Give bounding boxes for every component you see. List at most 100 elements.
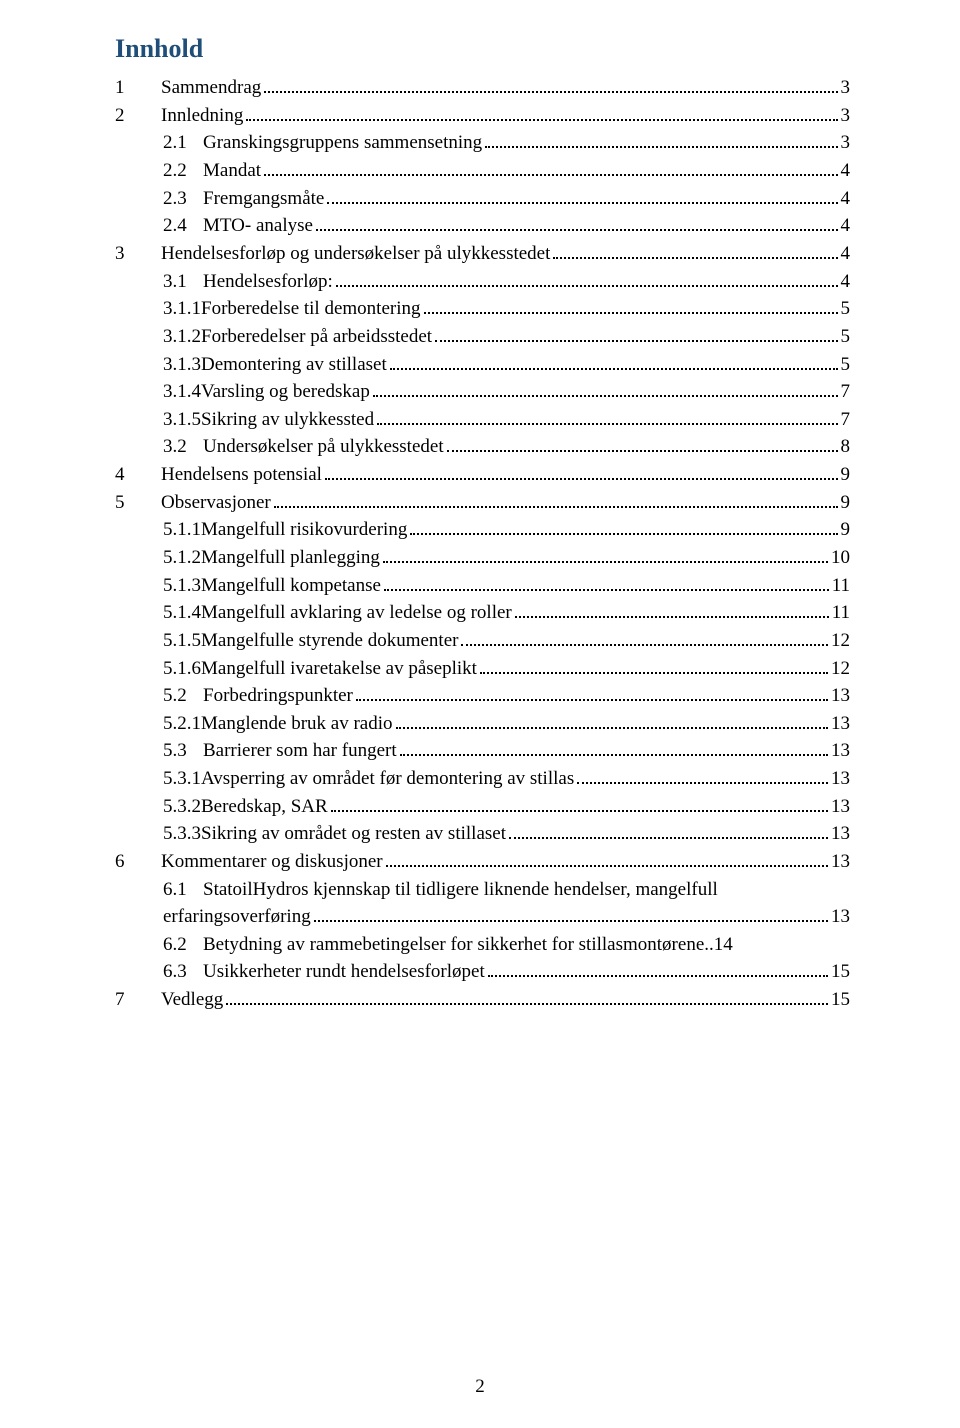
toc-entry-number: 5.3.2 <box>163 793 201 821</box>
toc-leader-dots <box>480 654 828 673</box>
toc-entry-page: 13 <box>831 793 850 821</box>
toc-entry-page: 13 <box>831 737 850 765</box>
toc-entry: 3.2Undersøkelser på ulykkesstedet8 <box>115 433 850 461</box>
toc-entry: 3.1.3 Demontering av stillaset5 <box>115 350 850 378</box>
toc-entry-number: 2.3 <box>163 185 203 213</box>
toc-entry-label: Usikkerheter rundt hendelsesforløpet <box>203 958 485 986</box>
toc-entry: 3Hendelsesforløp og undersøkelser på uly… <box>115 240 850 268</box>
toc-leader-dots <box>336 267 838 286</box>
toc-entry-label: Forberedelse til demontering <box>201 295 421 323</box>
toc-entry-number: 3.1.3 <box>163 351 201 379</box>
toc-entry: 5.1.3 Mangelfull kompetanse11 <box>115 572 850 600</box>
toc-entry: 3.1Hendelsesforløp:4 <box>115 267 850 295</box>
toc-entry-number: 6.1 <box>163 876 203 904</box>
toc-entry-number: 5.1.4 <box>163 599 201 627</box>
toc-entry-page: 4 <box>841 268 851 296</box>
toc-entry: 1Sammendrag3 <box>115 74 850 102</box>
toc-entry: 5.1.6 Mangelfull ivaretakelse av påsepli… <box>115 654 850 682</box>
toc-entry-number: 5.2 <box>163 682 203 710</box>
toc-entry-label: Hendelsesforløp og undersøkelser på ulyk… <box>161 240 550 268</box>
toc-leader-dots <box>577 765 828 784</box>
toc-entry-page: 5 <box>841 351 851 379</box>
toc-leader-dots <box>515 599 829 618</box>
toc-entry-label: Hendelsens potensial <box>161 461 322 489</box>
toc-entry-page: 4 <box>841 157 851 185</box>
toc-entry-page: 4 <box>841 212 851 240</box>
toc-leader-dots <box>447 433 838 452</box>
toc-leader-dots <box>383 544 828 563</box>
toc-entry-page: 15 <box>831 958 850 986</box>
toc-entry-label: Varsling og beredskap <box>201 378 370 406</box>
toc-leader-dots <box>488 958 828 977</box>
toc-entry-label: Observasjoner <box>161 489 271 517</box>
toc-entry-number: 2.2 <box>163 157 203 185</box>
toc-entry: 5.1.1 Mangelfull risikovurdering9 <box>115 516 850 544</box>
toc-entry: 6.3Usikkerheter rundt hendelsesforløpet 1… <box>115 958 850 986</box>
toc-entry-number: 3.1.4 <box>163 378 201 406</box>
toc-entry: 5.2Forbedringspunkter13 <box>115 682 850 710</box>
toc-leader-dots <box>246 102 837 121</box>
toc-entry: 2.2Mandat 4 <box>115 157 850 185</box>
toc-entry-number: 6 <box>115 848 161 876</box>
toc-entry-number: 5.1.1 <box>163 516 201 544</box>
toc-entry: 6Kommentarer og diskusjoner13 <box>115 848 850 876</box>
toc-entry-number: 6.3 <box>163 958 203 986</box>
toc-leader-dots <box>264 157 837 176</box>
toc-entry-number: 5.1.6 <box>163 655 201 683</box>
toc-entry-label: MTO- analyse <box>203 212 313 240</box>
toc-entry-number: 1 <box>115 74 161 102</box>
table-of-contents: 1Sammendrag32Innledning32.1Granskingsgru… <box>115 74 850 1014</box>
toc-leader-dots <box>509 820 828 839</box>
toc-entry-page: 4 <box>841 185 851 213</box>
toc-entry-page: 12 <box>831 627 850 655</box>
toc-entry: 2Innledning3 <box>115 102 850 130</box>
toc-entry: 5Observasjoner9 <box>115 489 850 517</box>
toc-entry-label: Mangelfulle styrende dokumenter <box>201 627 458 655</box>
toc-entry-page: 13 <box>831 765 850 793</box>
toc-entry-label: Avsperring av området før demontering av… <box>201 765 574 793</box>
toc-entry-label: Forberedelser på arbeidsstedet <box>201 323 432 351</box>
toc-entry-number: 2 <box>115 102 161 130</box>
toc-entry: 5.1.2 Mangelfull planlegging10 <box>115 544 850 572</box>
toc-entry-label: Mandat <box>203 157 261 185</box>
toc-leader-dots <box>461 627 828 646</box>
toc-leader-dots <box>435 323 837 342</box>
toc-leader-dots <box>377 406 837 425</box>
toc-entry-label: Barrierer som har fungert <box>203 737 397 765</box>
toc-entry-page: 5 <box>841 323 851 351</box>
toc-leader-dots <box>373 378 838 397</box>
toc-entry-label: Betydning av rammebetingelser for sikker… <box>203 931 704 959</box>
toc-entry-label: Manglende bruk av radio <box>201 710 393 738</box>
toc-entry-label: Kommentarer og diskusjoner <box>161 848 383 876</box>
toc-leader-dots <box>485 129 837 148</box>
toc-entry: 5.2.1 Manglende bruk av radio13 <box>115 710 850 738</box>
toc-entry-label: Mangelfull planlegging <box>201 544 380 572</box>
toc-entry: 2.4MTO- analyse 4 <box>115 212 850 240</box>
toc-entry-page: 11 <box>832 572 850 600</box>
toc-entry-number: 3.1.2 <box>163 323 201 351</box>
toc-entry-label: Forbedringspunkter <box>203 682 353 710</box>
toc-entry-number: 5.2.1 <box>163 710 201 738</box>
toc-entry: 5.3.1 Avsperring av området før demonter… <box>115 765 850 793</box>
toc-entry-number: 2.4 <box>163 212 203 240</box>
toc-entry-label: Mangelfull risikovurdering <box>201 516 407 544</box>
toc-entry-page: 3 <box>841 102 851 130</box>
toc-leader-dots <box>325 461 838 480</box>
toc-title: Innhold <box>115 34 850 64</box>
toc-entry-page: 9 <box>841 461 851 489</box>
toc-entry-page: 7 <box>841 378 851 406</box>
toc-entry-page: 14 <box>714 931 733 959</box>
toc-entry-label: StatoilHydros kjennskap til tidligere li… <box>203 876 718 904</box>
toc-entry-label: Sikring av ulykkessted <box>201 406 374 434</box>
toc-leader-dots <box>390 350 838 369</box>
toc-entry: 3.1.1 Forberedelse til demontering5 <box>115 295 850 323</box>
toc-entry-number: 3.1 <box>163 268 203 296</box>
toc-entry-label: Sikring av området og resten av stillase… <box>201 820 506 848</box>
toc-entry-page: 4 <box>841 240 851 268</box>
toc-entry: 6.2Betydning av rammebetingelser for sik… <box>115 931 850 959</box>
toc-entry-label: Undersøkelser på ulykkesstedet <box>203 433 444 461</box>
toc-entry: 2.1Granskingsgruppens sammensetning3 <box>115 129 850 157</box>
toc-entry-label: Mangelfull avklaring av ledelse og rolle… <box>201 599 512 627</box>
toc-leader-dots <box>274 489 838 508</box>
toc-entry: 4Hendelsens potensial9 <box>115 461 850 489</box>
